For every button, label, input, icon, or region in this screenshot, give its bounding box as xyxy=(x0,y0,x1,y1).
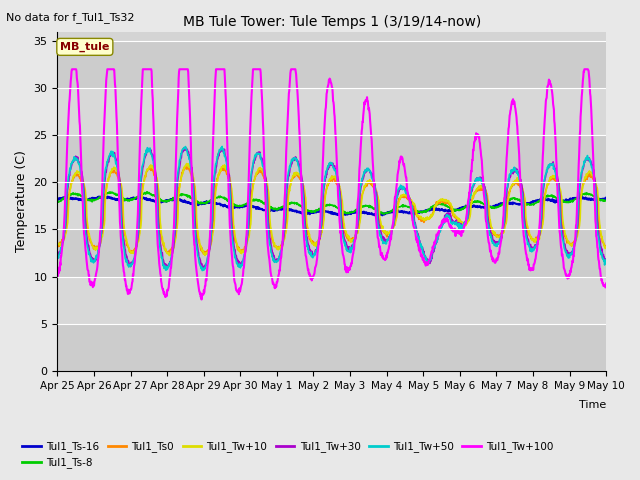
Y-axis label: Temperature (C): Temperature (C) xyxy=(15,150,28,252)
Bar xyxy=(58,229,606,276)
Bar xyxy=(58,276,606,324)
Bar xyxy=(58,324,606,371)
Bar xyxy=(58,182,606,229)
Bar xyxy=(58,41,606,88)
Text: No data for f_Tul1_Ts32: No data for f_Tul1_Ts32 xyxy=(6,12,135,23)
Bar xyxy=(58,135,606,182)
Legend: Tul1_Ts-16, Tul1_Ts-8, Tul1_Ts0, Tul1_Tw+10, Tul1_Tw+30, Tul1_Tw+50, Tul1_Tw+100: Tul1_Ts-16, Tul1_Ts-8, Tul1_Ts0, Tul1_Tw… xyxy=(18,437,557,472)
Text: MB_tule: MB_tule xyxy=(60,42,109,52)
Title: MB Tule Tower: Tule Temps 1 (3/19/14-now): MB Tule Tower: Tule Temps 1 (3/19/14-now… xyxy=(182,15,481,29)
Text: Time: Time xyxy=(579,400,606,409)
Bar xyxy=(58,88,606,135)
